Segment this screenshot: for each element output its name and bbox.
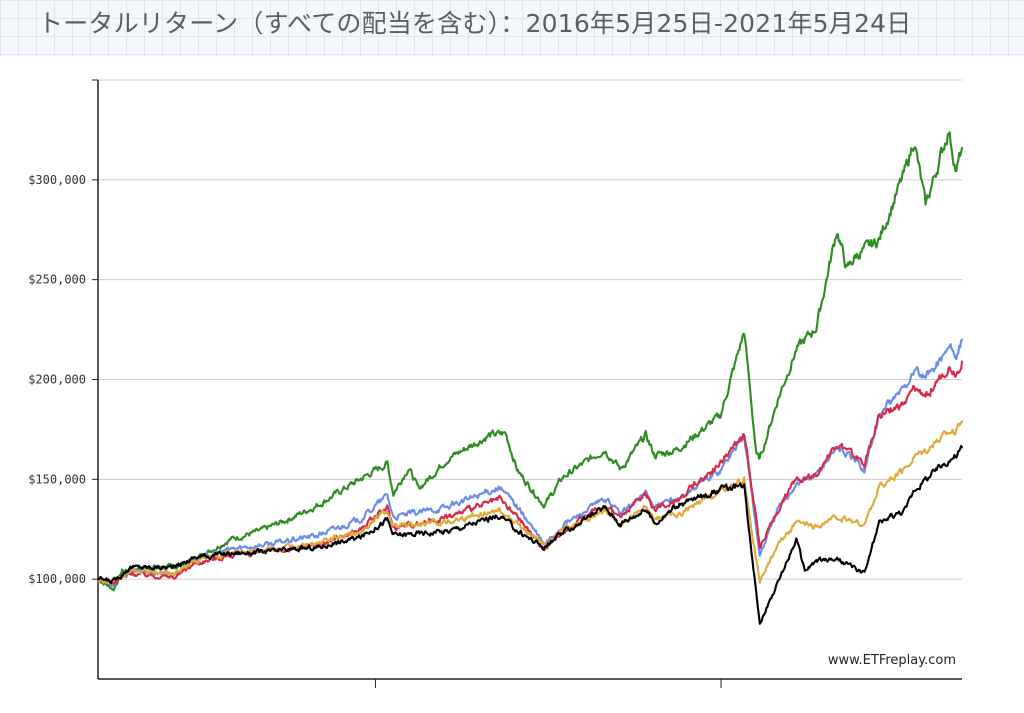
series-line-5 <box>96 444 964 625</box>
series-lines <box>96 131 964 625</box>
y-tick-label: $300,000 <box>28 173 86 187</box>
series-line-2 <box>96 338 964 587</box>
series-line-1 <box>96 131 964 592</box>
y-tick-label: $200,000 <box>28 373 86 387</box>
page-title: トータルリターン（すべての配当を含む）：2016年5月25日-2021年5月24… <box>38 9 912 38</box>
chart-panel: $100,000 $150,000 $200,000 $250,000 $300,000… <box>0 56 1024 713</box>
line-chart: $100,000 $150,000 $200,000 $250,000 $300,000… <box>28 79 964 688</box>
y-tick-label: $250,000 <box>28 273 86 287</box>
watermark-text: www.ETFreplay.com <box>828 653 956 668</box>
gridlines <box>98 79 962 580</box>
y-tick-label: $150,000 <box>28 472 86 486</box>
axes: $100,000 $150,000 $200,000 $250,000 $300,000 <box>28 79 962 688</box>
y-tick-label: $100,000 <box>28 572 86 586</box>
